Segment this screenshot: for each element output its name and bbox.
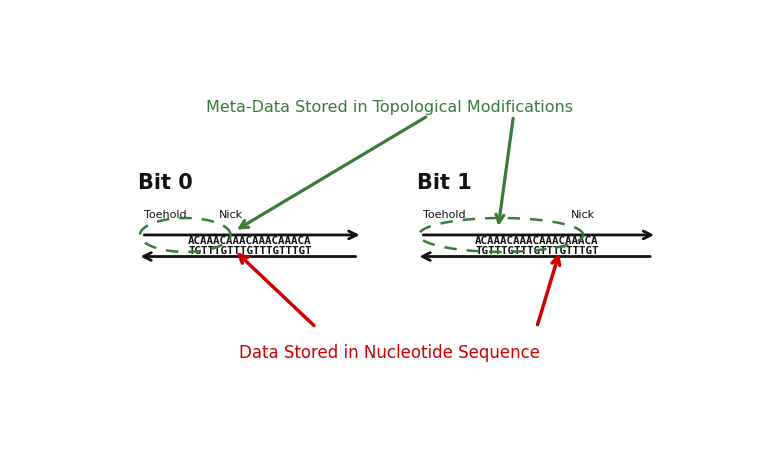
Text: ACAAACAAACAAACAAACA: ACAAACAAACAAACAAACA bbox=[188, 237, 312, 247]
Text: Toehold: Toehold bbox=[423, 210, 465, 220]
Text: Meta-Data Stored in Topological Modifications: Meta-Data Stored in Topological Modifica… bbox=[206, 100, 573, 115]
Text: Bit 0: Bit 0 bbox=[138, 173, 192, 193]
Text: Nick: Nick bbox=[219, 210, 242, 220]
Text: Toehold: Toehold bbox=[144, 210, 186, 220]
Text: ACAAACAAACAAACAAACA: ACAAACAAACAAACAAACA bbox=[475, 237, 599, 247]
Text: Nick: Nick bbox=[572, 210, 595, 220]
Text: Bit 1: Bit 1 bbox=[416, 173, 471, 193]
Text: TGTTTGTTTGTTTGTTTGT: TGTTTGTTTGTTTGTTTGT bbox=[188, 247, 312, 256]
Text: TGTTTGTTTGTTTGTTTGT: TGTTTGTTTGTTTGTTTGT bbox=[475, 247, 599, 256]
Text: Data Stored in Nucleotide Sequence: Data Stored in Nucleotide Sequence bbox=[239, 344, 540, 362]
